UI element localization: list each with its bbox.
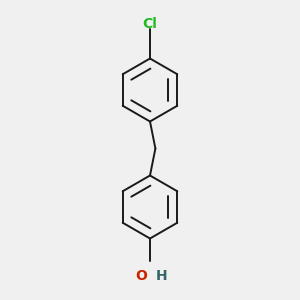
Text: O: O [135, 268, 147, 283]
Text: H: H [156, 268, 168, 283]
Text: Cl: Cl [142, 17, 158, 32]
